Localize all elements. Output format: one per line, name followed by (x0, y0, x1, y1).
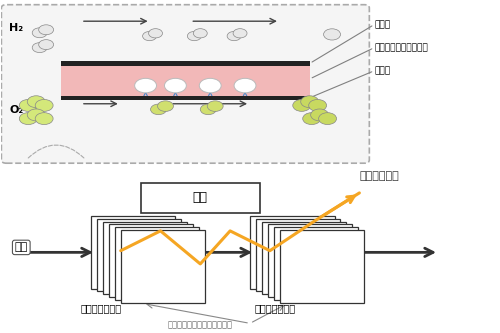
Bar (115, 227, 200, 300)
Text: 燃料極: 燃料極 (374, 20, 390, 29)
Circle shape (318, 113, 336, 125)
Text: H₂: H₂ (9, 23, 24, 33)
Circle shape (234, 78, 256, 93)
Text: 空気: 空気 (193, 191, 208, 204)
Bar (274, 227, 358, 300)
Circle shape (324, 29, 340, 40)
Text: 超高効率発電: 超高効率発電 (360, 171, 399, 181)
Circle shape (194, 29, 207, 38)
Bar (280, 230, 364, 303)
Bar (61, 96, 310, 101)
Bar (91, 216, 176, 289)
Circle shape (308, 100, 326, 111)
Bar (120, 230, 206, 303)
Text: 空気極: 空気極 (374, 66, 390, 75)
Circle shape (164, 78, 186, 93)
Bar (103, 221, 188, 294)
Circle shape (38, 40, 54, 50)
Circle shape (293, 100, 310, 111)
Bar (61, 61, 310, 66)
Bar (250, 216, 334, 289)
Text: 上流側スタック: 上流側スタック (80, 303, 122, 313)
Circle shape (188, 31, 202, 41)
Circle shape (35, 100, 53, 111)
Circle shape (200, 104, 216, 115)
Bar (140, 183, 260, 213)
Bar (109, 224, 194, 297)
Circle shape (27, 109, 45, 121)
Bar (256, 219, 340, 291)
Circle shape (20, 113, 37, 125)
Circle shape (207, 101, 223, 112)
Bar (61, 66, 310, 96)
Circle shape (200, 78, 221, 93)
Circle shape (38, 25, 54, 35)
Circle shape (148, 29, 162, 38)
Circle shape (158, 101, 174, 112)
Text: プロトン導電性電解質: プロトン導電性電解質 (374, 43, 428, 52)
Circle shape (142, 31, 156, 41)
Bar (262, 221, 346, 294)
Circle shape (32, 43, 47, 53)
Bar (97, 219, 182, 291)
Circle shape (310, 109, 328, 121)
Circle shape (35, 113, 53, 125)
Circle shape (20, 100, 37, 111)
Circle shape (302, 113, 320, 125)
Text: 下流側スタック: 下流側スタック (254, 303, 296, 313)
Circle shape (32, 28, 47, 38)
Bar (268, 224, 352, 297)
Circle shape (227, 31, 241, 41)
Circle shape (27, 96, 45, 108)
Circle shape (233, 29, 247, 38)
Circle shape (300, 96, 318, 108)
Text: 燃料: 燃料 (14, 242, 28, 252)
Text: 反応による水蒸気発生・変換: 反応による水蒸気発生・変換 (168, 320, 233, 330)
Text: O₂: O₂ (9, 105, 24, 115)
Circle shape (134, 78, 156, 93)
FancyBboxPatch shape (2, 5, 370, 163)
Circle shape (150, 104, 166, 115)
